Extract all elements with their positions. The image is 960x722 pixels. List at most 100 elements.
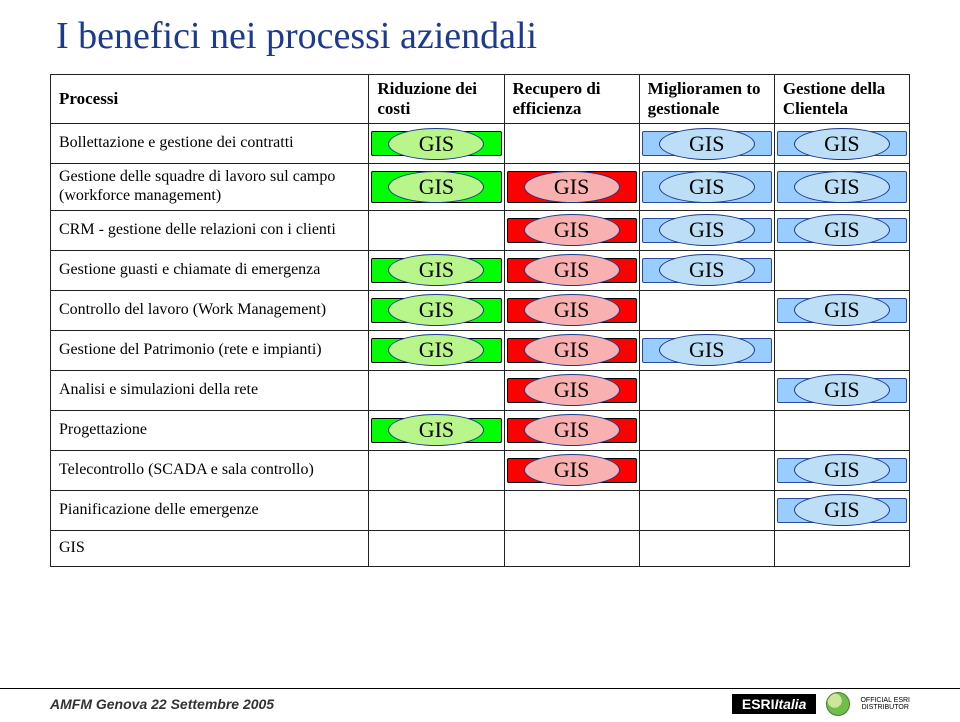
matrix-cell: GIS [504, 330, 639, 370]
matrix-cell [774, 530, 909, 566]
gis-ellipse: GIS [388, 254, 484, 286]
matrix-cell [774, 330, 909, 370]
row-label: Progettazione [51, 410, 369, 450]
row-label: Gestione del Patrimonio (rete e impianti… [51, 330, 369, 370]
row-label: CRM - gestione delle relazioni con i cli… [51, 210, 369, 250]
footer-right: ESRIItalia OFFICIAL ESRI DISTRIBUTOR [732, 692, 910, 716]
table-row: Gestione guasti e chiamate di emergenza G… [51, 250, 910, 290]
gis-ellipse: GIS [524, 454, 620, 486]
matrix-cell [504, 530, 639, 566]
matrix-cell [369, 210, 504, 250]
col-clientela: Gestione della Clientela [774, 75, 909, 124]
matrix-cell [504, 124, 639, 164]
gis-ellipse: GIS [388, 128, 484, 160]
matrix-cell: GIS [369, 410, 504, 450]
table-row: Telecontrollo (SCADA e sala controllo) GI… [51, 450, 910, 490]
table-row: Bollettazione e gestione dei contratti GI… [51, 124, 910, 164]
matrix-cell: GIS [504, 450, 639, 490]
matrix-cell: GIS [504, 290, 639, 330]
gis-ellipse: GIS [524, 171, 620, 203]
table-header-row: Processi Riduzione dei costi Recupero di… [51, 75, 910, 124]
matrix-cell: GIS [639, 330, 774, 370]
matrix-cell: GIS [774, 450, 909, 490]
gis-ellipse: GIS [794, 171, 890, 203]
matrix-cell: GIS [504, 164, 639, 211]
matrix-cell [639, 370, 774, 410]
matrix-cell [369, 370, 504, 410]
matrix-cell [369, 490, 504, 530]
distributor-text: OFFICIAL ESRI DISTRIBUTOR [860, 697, 910, 711]
matrix-cell [369, 450, 504, 490]
matrix-cell: GIS [774, 210, 909, 250]
gis-ellipse: GIS [794, 374, 890, 406]
esri-suffix: Italia [775, 696, 807, 712]
matrix-cell: GIS [639, 124, 774, 164]
row-label: Analisi e simulazioni della rete [51, 370, 369, 410]
matrix-cell [774, 250, 909, 290]
gis-ellipse: GIS [524, 374, 620, 406]
gis-ellipse: GIS [388, 294, 484, 326]
gis-ellipse: GIS [388, 414, 484, 446]
matrix-cell: GIS [774, 124, 909, 164]
matrix-cell [639, 530, 774, 566]
gis-ellipse: GIS [659, 128, 755, 160]
matrix-cell: GIS [504, 250, 639, 290]
gis-ellipse: GIS [388, 171, 484, 203]
matrix-cell [504, 490, 639, 530]
matrix-cell: GIS [369, 164, 504, 211]
footer-left-text: AMFM Genova 22 Settembre 2005 [50, 696, 274, 712]
matrix-cell: GIS [369, 250, 504, 290]
row-label: Bollettazione e gestione dei contratti [51, 124, 369, 164]
matrix-cell [369, 530, 504, 566]
col-recupero: Recupero di efficienza [504, 75, 639, 124]
matrix-cell: GIS [639, 210, 774, 250]
gis-ellipse: GIS [659, 171, 755, 203]
table-row: Progettazione GIS GIS [51, 410, 910, 450]
gis-ellipse: GIS [794, 128, 890, 160]
matrix-cell [639, 410, 774, 450]
gis-ellipse: GIS [794, 454, 890, 486]
table-row: Controllo del lavoro (Work Management) GI… [51, 290, 910, 330]
matrix-cell [774, 410, 909, 450]
gis-ellipse: GIS [524, 254, 620, 286]
matrix-cell: GIS [639, 250, 774, 290]
matrix-cell [639, 290, 774, 330]
matrix-cell: GIS [504, 370, 639, 410]
gis-ellipse: GIS [524, 214, 620, 246]
dist-line-0: OFFICIAL ESRI [860, 697, 910, 704]
gis-ellipse: GIS [659, 254, 755, 286]
row-label: Pianificazione delle emergenze [51, 490, 369, 530]
row-label: GIS [51, 530, 369, 566]
matrix-cell: GIS [774, 490, 909, 530]
dist-line-1: DISTRIBUTOR [860, 704, 910, 711]
esri-brand: ESRI [742, 696, 775, 712]
gis-ellipse: GIS [524, 414, 620, 446]
table-row: CRM - gestione delle relazioni con i cli… [51, 210, 910, 250]
gis-ellipse: GIS [794, 294, 890, 326]
row-label: Controllo del lavoro (Work Management) [51, 290, 369, 330]
table-row: Analisi e simulazioni della rete GIS GIS [51, 370, 910, 410]
gis-ellipse: GIS [524, 294, 620, 326]
matrix-cell: GIS [774, 164, 909, 211]
table-row: Gestione del Patrimonio (rete e impianti… [51, 330, 910, 370]
matrix-cell: GIS [774, 290, 909, 330]
gis-ellipse: GIS [794, 214, 890, 246]
matrix-cell: GIS [504, 210, 639, 250]
footer-bar: AMFM Genova 22 Settembre 2005 ESRIItalia… [0, 688, 960, 722]
col-miglioramen: Miglioramen to gestionale [639, 75, 774, 124]
table-row: Gestione delle squadre di lavoro sul cam… [51, 164, 910, 211]
table-row: GIS [51, 530, 910, 566]
matrix-cell [639, 490, 774, 530]
table-row: Pianificazione delle emergenze GIS [51, 490, 910, 530]
benefit-matrix-table: Processi Riduzione dei costi Recupero di… [50, 74, 910, 567]
row-label: Gestione guasti e chiamate di emergenza [51, 250, 369, 290]
gis-ellipse: GIS [794, 494, 890, 526]
page-title: I benefici nei processi aziendali [50, 0, 910, 74]
matrix-cell: GIS [639, 164, 774, 211]
row-label: Telecontrollo (SCADA e sala controllo) [51, 450, 369, 490]
matrix-cell: GIS [369, 290, 504, 330]
globe-icon [826, 692, 850, 716]
gis-ellipse: GIS [659, 214, 755, 246]
col-riduzione: Riduzione dei costi [369, 75, 504, 124]
matrix-cell [639, 450, 774, 490]
